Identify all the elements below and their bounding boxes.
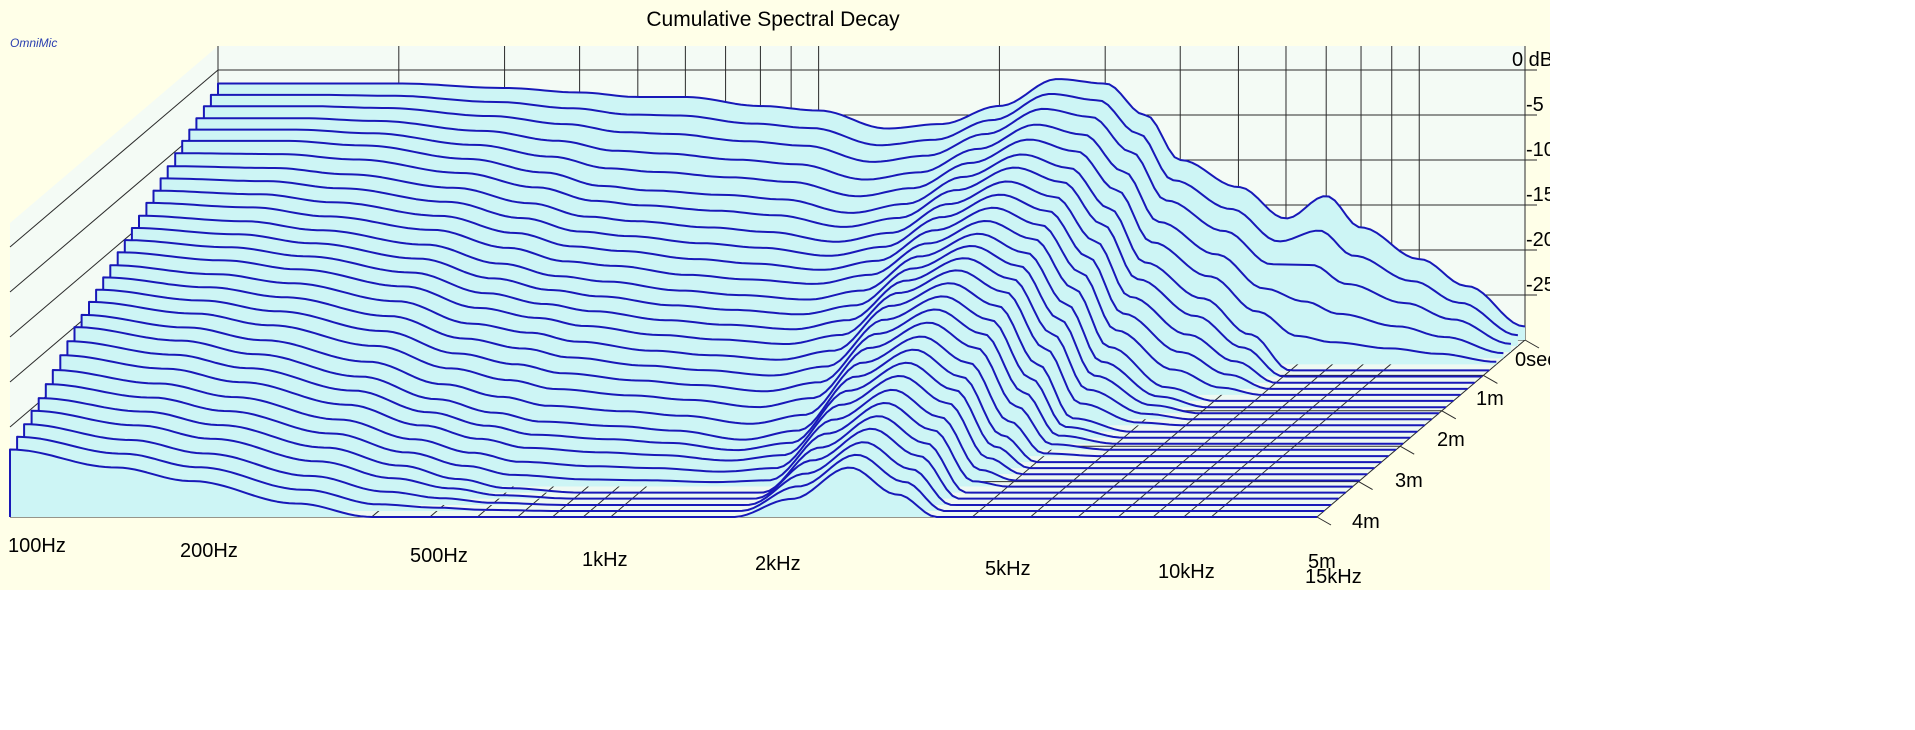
- slice-line: [109, 264, 1418, 433]
- slice-line: [51, 369, 1360, 482]
- decay-slice-25: [37, 397, 1346, 494]
- slice-line: [116, 251, 1425, 427]
- freq-tick-label-1k: 1kHz: [582, 549, 628, 571]
- slice-line: [217, 78, 1526, 340]
- slice-line: [152, 189, 1461, 396]
- brand-label: OmniMic: [10, 36, 57, 50]
- slice-line: [16, 435, 1325, 512]
- grid-db-side-line: [9, 69, 219, 248]
- freq-tick-label-2k: 2kHz: [755, 553, 801, 575]
- csd-chart: OmniMic Cumulative Spectral Decay 0 dB -…: [0, 0, 1550, 590]
- freq-tick-label-5k: 5kHz: [985, 558, 1031, 580]
- decay-slice-26: [30, 409, 1339, 500]
- time-tick-mark: [1316, 516, 1332, 526]
- slice-line: [80, 313, 1389, 458]
- slice-line: [37, 397, 1346, 494]
- slice-line: [159, 177, 1468, 390]
- freq-tick-label-100: 100Hz: [8, 535, 66, 557]
- db-tick-label-20: -20: [1526, 229, 1550, 251]
- time-tick-label-3: 3m: [1395, 470, 1423, 492]
- time-tick-mark: [1483, 374, 1498, 384]
- csd-plot-svg: OmniMic Cumulative Spectral Decay 0 dB -…: [8, 8, 1550, 588]
- freq-tick-label-200: 200Hz: [180, 540, 238, 562]
- slice-line: [188, 128, 1497, 365]
- db-tick-label-10: -10: [1526, 139, 1550, 161]
- slice-line: [145, 201, 1454, 402]
- slice-fill: [38, 398, 1346, 493]
- db-tick-label-5: -5: [1526, 94, 1544, 116]
- decay-slices: [9, 78, 1526, 518]
- slice-line: [9, 448, 1317, 518]
- decay-slice-27: [23, 423, 1332, 506]
- db-tick-label-0: 0 dB: [1512, 49, 1550, 71]
- time-tick-mark: [1358, 481, 1373, 491]
- slice-line: [88, 300, 1396, 451]
- time-tick-label-0: 0sec: [1515, 349, 1550, 371]
- db-tick-label-15: -15: [1526, 184, 1550, 206]
- chart-title: Cumulative Spectral Decay: [646, 8, 900, 31]
- slice-line: [73, 326, 1382, 464]
- db-axis-labels: 0 dB -5 -10 -15 -20 -25: [1512, 49, 1550, 296]
- db-tick-label-25: -25: [1526, 274, 1550, 296]
- slice-line: [130, 227, 1439, 415]
- time-tick-mark: [1524, 339, 1540, 349]
- time-tick-mark: [1399, 445, 1415, 455]
- slice-line: [209, 93, 1519, 347]
- slice-line: [30, 409, 1339, 500]
- freq-tick-label-15k: 15kHz: [1305, 566, 1362, 588]
- slice-fill: [31, 410, 1339, 499]
- time-tick-label-5: 5m: [1308, 551, 1336, 573]
- slice-line: [95, 288, 1404, 445]
- slice-line: [181, 139, 1490, 372]
- slice-line: [174, 152, 1483, 378]
- slice-line: [66, 340, 1375, 470]
- slice-line: [123, 239, 1432, 421]
- slice-line: [102, 276, 1411, 439]
- time-axis-labels: 0sec 1m 2m 3m 4m 5m: [1308, 349, 1550, 573]
- frequency-axis-labels: 100Hz 200Hz 500Hz 1kHz 2kHz 5kHz 10kHz 1…: [8, 535, 1362, 588]
- slice-line: [202, 105, 1512, 353]
- slice-line: [59, 354, 1368, 476]
- time-tick-mark: [1441, 410, 1457, 420]
- time-tick-label-1: 1m: [1476, 388, 1504, 410]
- time-tick-label-2: 2m: [1437, 429, 1465, 451]
- decay-slice-29: [9, 448, 1317, 518]
- slice-fill: [10, 449, 1317, 517]
- slice-line: [137, 214, 1446, 409]
- time-tick-label-4: 4m: [1352, 511, 1380, 533]
- slice-line: [23, 423, 1332, 506]
- slice-line: [166, 165, 1475, 384]
- freq-tick-label-10k: 10kHz: [1158, 561, 1215, 583]
- freq-tick-label-500: 500Hz: [410, 545, 468, 567]
- slice-line: [44, 383, 1353, 488]
- slice-line: [195, 117, 1504, 359]
